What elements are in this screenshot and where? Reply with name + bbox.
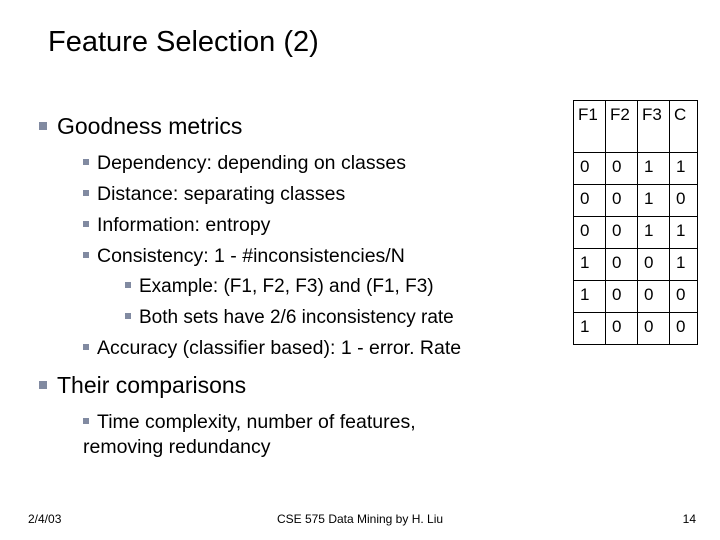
table-cell: 0 [606, 153, 638, 185]
footer-attribution: CSE 575 Data Mining by H. Liu [0, 512, 720, 526]
bullet-item: Information: entropy [83, 213, 479, 238]
table-cell: 0 [670, 185, 698, 217]
table-cell: 1 [574, 249, 606, 281]
table-cell: 1 [638, 217, 670, 249]
bullet-icon [83, 159, 89, 165]
bullet-item: Dependency: depending on classes [83, 151, 479, 176]
sub-bullet-item: Both sets have 2/6 inconsistency rate [125, 306, 479, 330]
section-label: Goodness metrics [57, 113, 242, 139]
table-cell: 1 [670, 153, 698, 185]
table-cell: 1 [670, 249, 698, 281]
bullet-item: Distance: separating classes [83, 182, 479, 207]
table-row: 1 0 0 0 [574, 281, 698, 313]
table-header-cell: F2 [606, 101, 638, 153]
table-cell: 0 [606, 249, 638, 281]
table-row: 0 0 1 1 [574, 217, 698, 249]
sub-bullet-item: Example: (F1, F2, F3) and (F1, F3) [125, 275, 479, 299]
bullet-icon [83, 418, 89, 424]
bullet-text: Both sets have 2/6 inconsistency rate [139, 307, 454, 328]
table-header-row: F1 F2 F3 C [574, 101, 698, 153]
table-row: 0 0 1 0 [574, 185, 698, 217]
bullet-text: Information: entropy [97, 214, 270, 236]
table-cell: 0 [606, 217, 638, 249]
table-row: 0 0 1 1 [574, 153, 698, 185]
table-cell: 0 [606, 185, 638, 217]
table-cell: 0 [574, 185, 606, 217]
table-cell: 1 [638, 153, 670, 185]
bullet-text: Accuracy (classifier based): 1 - error. … [97, 337, 461, 359]
bullet-text: Consistency: 1 - #inconsistencies/N [97, 245, 405, 267]
bullet-icon [83, 344, 89, 350]
bullet-icon [83, 252, 89, 258]
bullet-item: Accuracy (classifier based): 1 - error. … [83, 336, 479, 361]
slide: Feature Selection (2) Goodness metrics D… [0, 0, 720, 540]
table-cell: 0 [574, 217, 606, 249]
table-cell: 0 [606, 313, 638, 345]
table-header-cell: C [670, 101, 698, 153]
bullet-item: Time complexity, number of features, rem… [83, 410, 483, 460]
data-table: F1 F2 F3 C 0 0 1 1 0 0 1 0 0 0 1 1 1 0 0… [573, 100, 698, 345]
bullet-text: Dependency: depending on classes [97, 152, 406, 174]
bullet-icon [125, 313, 131, 319]
section-heading-comparisons: Their comparisons [39, 371, 479, 400]
bullet-item: Consistency: 1 - #inconsistencies/N [83, 244, 479, 269]
table-cell: 0 [638, 249, 670, 281]
footer-page-number: 14 [683, 512, 696, 526]
bullet-icon [39, 122, 47, 130]
table-cell: 0 [638, 281, 670, 313]
bullet-icon [39, 381, 47, 389]
table-row: 1 0 0 0 [574, 313, 698, 345]
table-cell: 0 [638, 313, 670, 345]
table-cell: 1 [670, 217, 698, 249]
bullet-icon [83, 190, 89, 196]
table-header-cell: F3 [638, 101, 670, 153]
table-cell: 1 [574, 281, 606, 313]
slide-body: Goodness metrics Dependency: depending o… [39, 112, 479, 466]
table-cell: 1 [638, 185, 670, 217]
table-cell: 0 [574, 153, 606, 185]
table-cell: 0 [670, 281, 698, 313]
bullet-text: Time complexity, number of features, rem… [83, 411, 416, 458]
section-heading-goodness: Goodness metrics [39, 112, 479, 141]
bullet-icon [83, 221, 89, 227]
bullet-icon [125, 282, 131, 288]
slide-title: Feature Selection (2) [48, 26, 319, 59]
table-cell: 0 [606, 281, 638, 313]
bullet-text: Distance: separating classes [97, 183, 345, 205]
table-cell: 1 [574, 313, 606, 345]
table-cell: 0 [670, 313, 698, 345]
table-row: 1 0 0 1 [574, 249, 698, 281]
table-header-cell: F1 [574, 101, 606, 153]
bullet-text: Example: (F1, F2, F3) and (F1, F3) [139, 276, 434, 297]
section-label: Their comparisons [57, 372, 246, 398]
